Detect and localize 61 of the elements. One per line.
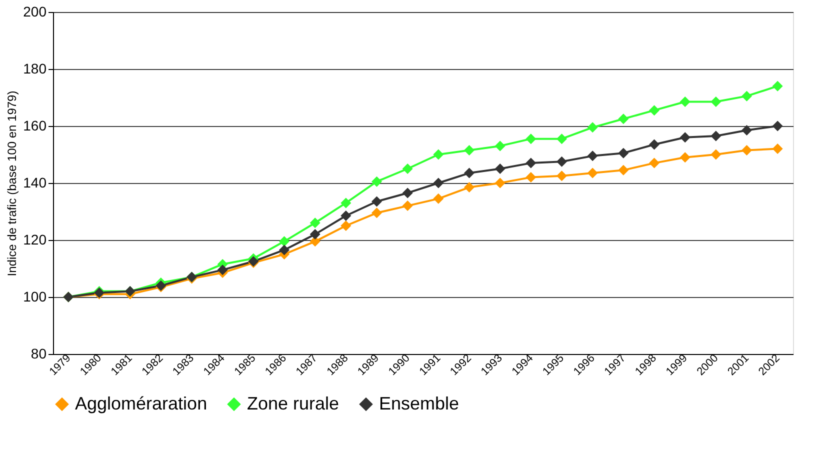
point xyxy=(649,139,660,150)
y-tick-label: 140 xyxy=(23,174,47,190)
point xyxy=(742,144,752,156)
point xyxy=(742,125,752,136)
point xyxy=(556,134,567,144)
legend-label: Zone rurale xyxy=(247,393,340,414)
point xyxy=(433,178,444,188)
point xyxy=(372,176,382,187)
point xyxy=(556,170,567,182)
legend-label: Aggloméraration xyxy=(75,393,208,414)
point xyxy=(710,96,722,108)
point xyxy=(556,156,567,167)
point xyxy=(772,80,783,92)
point xyxy=(494,164,506,174)
point xyxy=(279,244,290,256)
point xyxy=(310,218,320,228)
point xyxy=(464,182,474,193)
point xyxy=(526,158,536,168)
point xyxy=(618,148,629,158)
point xyxy=(464,168,474,178)
point xyxy=(433,193,444,204)
point xyxy=(494,140,506,152)
y-axis-title: Indice de trafic (base 100 en 1979) xyxy=(5,90,20,276)
point xyxy=(587,150,598,162)
point xyxy=(372,196,382,207)
point xyxy=(433,149,444,160)
point xyxy=(618,164,629,176)
point xyxy=(587,168,598,178)
point xyxy=(526,134,536,144)
y-tick-label: 160 xyxy=(23,118,47,134)
point xyxy=(402,188,413,198)
point xyxy=(649,158,660,168)
point xyxy=(402,200,413,212)
point xyxy=(279,236,290,247)
point xyxy=(587,122,598,133)
y-tick-label: 180 xyxy=(23,60,47,76)
point xyxy=(618,114,629,124)
point xyxy=(772,144,783,154)
point xyxy=(464,144,474,156)
point xyxy=(742,90,752,102)
point xyxy=(680,132,690,143)
y-tick-label: 80 xyxy=(30,346,47,362)
y-tick-label: 100 xyxy=(23,288,47,304)
point xyxy=(340,210,352,222)
point xyxy=(710,149,722,160)
point xyxy=(680,96,690,108)
point xyxy=(710,130,722,142)
point xyxy=(526,172,536,183)
point xyxy=(217,264,228,276)
point xyxy=(310,229,320,240)
point xyxy=(649,105,660,116)
point xyxy=(372,208,382,218)
y-tick-label: 200 xyxy=(23,4,47,20)
point xyxy=(340,198,352,208)
legend-label: Ensemble xyxy=(379,393,460,414)
y-tick-label: 120 xyxy=(23,232,47,248)
point xyxy=(680,152,690,163)
point xyxy=(494,178,506,188)
point xyxy=(772,120,783,132)
point xyxy=(402,164,413,174)
point xyxy=(340,220,352,231)
